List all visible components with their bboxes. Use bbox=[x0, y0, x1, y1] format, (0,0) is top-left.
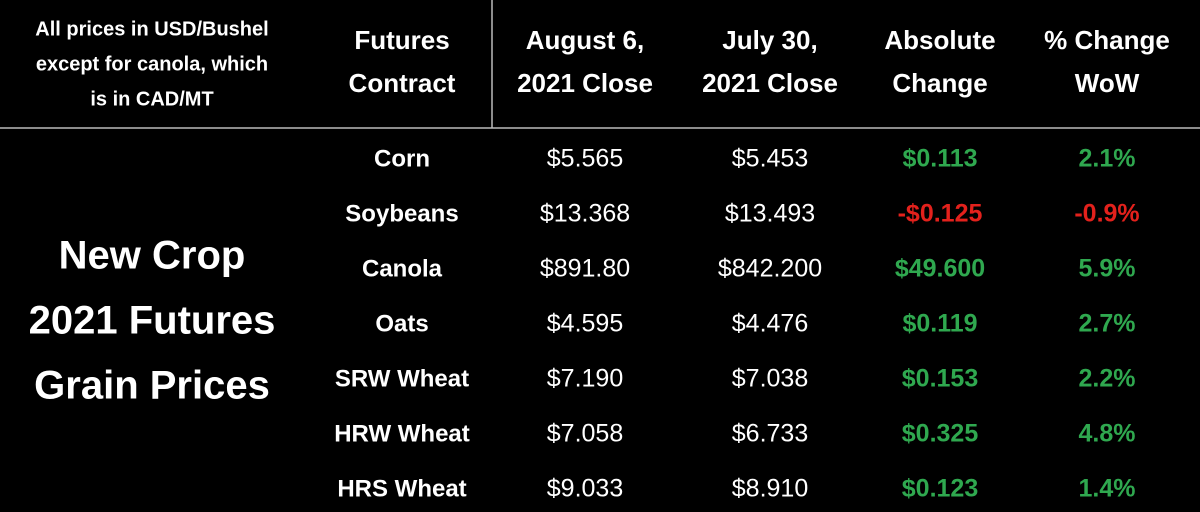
column-header: Absolute bbox=[884, 25, 995, 55]
title-line: Grain Prices bbox=[34, 364, 270, 408]
price-cell: $5.453 bbox=[732, 145, 808, 173]
column-header: Change bbox=[892, 68, 987, 98]
change-cell: -$0.125 bbox=[898, 200, 983, 228]
price-cell: $7.058 bbox=[547, 420, 623, 448]
column-header: Contract bbox=[349, 68, 456, 98]
price-cell: $13.493 bbox=[725, 200, 815, 228]
note-line: is in CAD/MT bbox=[90, 88, 213, 110]
change-cell: $0.325 bbox=[902, 420, 979, 448]
contract-name: HRS Wheat bbox=[337, 475, 466, 502]
contract-name: Oats bbox=[375, 310, 428, 337]
price-cell: $9.033 bbox=[547, 475, 623, 503]
price-cell: $6.733 bbox=[732, 420, 808, 448]
price-cell: $13.368 bbox=[540, 200, 630, 228]
change-cell: $49.600 bbox=[895, 255, 985, 283]
column-header: 2021 Close bbox=[517, 68, 653, 98]
change-cell: 2.7% bbox=[1079, 310, 1136, 338]
price-cell: $891.80 bbox=[540, 255, 630, 283]
contract-name: SRW Wheat bbox=[335, 365, 469, 392]
column-header: July 30, bbox=[722, 25, 817, 55]
column-header: Futures bbox=[354, 25, 449, 55]
change-cell: $0.153 bbox=[902, 365, 978, 393]
contract-name: Canola bbox=[362, 255, 443, 282]
column-header: 2021 Close bbox=[702, 68, 838, 98]
price-cell: $842.200 bbox=[718, 255, 822, 283]
note-line: All prices in USD/Bushel bbox=[35, 18, 268, 40]
change-cell: 4.8% bbox=[1079, 420, 1136, 448]
price-cell: $8.910 bbox=[732, 475, 808, 503]
contract-name: Soybeans bbox=[345, 200, 458, 227]
change-cell: 1.4% bbox=[1079, 475, 1136, 503]
price-cell: $4.476 bbox=[732, 310, 808, 338]
column-header: % Change bbox=[1044, 25, 1170, 55]
contract-name: Corn bbox=[374, 145, 430, 172]
title-line: 2021 Futures bbox=[29, 299, 276, 343]
change-cell: 5.9% bbox=[1079, 255, 1136, 283]
change-cell: 2.1% bbox=[1079, 145, 1136, 173]
change-cell: $0.113 bbox=[902, 145, 977, 173]
change-cell: $0.119 bbox=[902, 310, 977, 338]
change-cell: -0.9% bbox=[1074, 200, 1139, 228]
change-cell: $0.123 bbox=[902, 475, 978, 503]
contract-name: HRW Wheat bbox=[334, 420, 470, 447]
price-cell: $4.595 bbox=[547, 310, 623, 338]
title-line: New Crop bbox=[59, 234, 246, 278]
price-cell: $7.190 bbox=[547, 365, 623, 393]
change-cell: 2.2% bbox=[1079, 365, 1136, 393]
column-header: WoW bbox=[1075, 68, 1140, 98]
price-cell: $5.565 bbox=[547, 145, 623, 173]
price-cell: $7.038 bbox=[732, 365, 808, 393]
note-line: except for canola, which bbox=[36, 53, 268, 75]
column-header: August 6, bbox=[526, 25, 644, 55]
